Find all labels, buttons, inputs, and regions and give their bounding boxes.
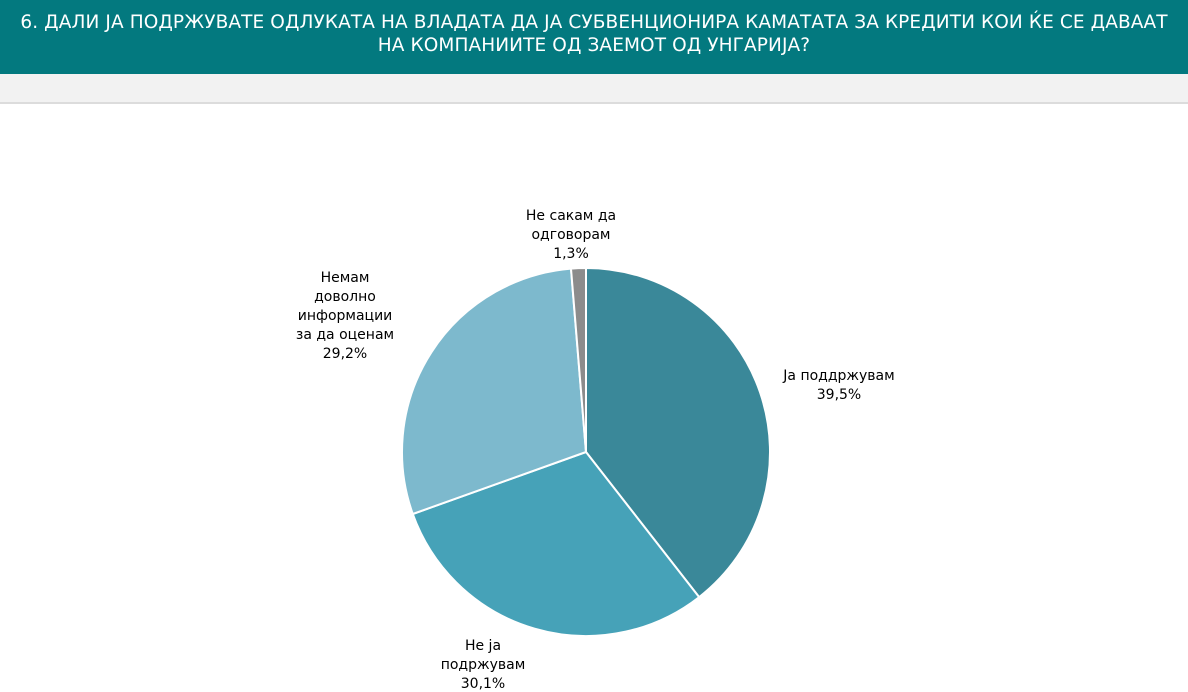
pie-value-label-4: 1,3%	[553, 246, 589, 262]
pie-value-label-2: 30,1%	[461, 676, 505, 692]
pie-label-3: Немам доволно информации за да оценам 29,2%	[296, 270, 394, 362]
page-title: 6. ДАЛИ ЈА ПОДРЖУВАТЕ ОДЛУКАТА НА ВЛАДАТ…	[20, 12, 1168, 56]
pie-slice-1	[585, 267, 772, 599]
pie-category-label-1: Ја поддржувам	[782, 368, 894, 384]
pie-category-label-3: Немам	[321, 270, 370, 286]
pie-category-label-2: Не ја	[465, 638, 501, 654]
pie-label-4: Не сакам да одговорам 1,3%	[526, 208, 616, 262]
header-bar: 6. ДАЛИ ЈА ПОДРЖУВАТЕ ОДЛУКАТА НА ВЛАДАТ…	[0, 0, 1188, 74]
pie-category-label-4: Не сакам да	[526, 208, 616, 224]
pie-value-label-1: 39,5%	[817, 387, 861, 403]
sub-header-band	[0, 74, 1188, 104]
pie-label-1: Ја поддржувам 39,5%	[782, 368, 894, 403]
pie-slices	[401, 266, 772, 637]
pie-category-label-3: за да оценам	[296, 327, 394, 343]
pie-labels: Ја поддржувам 39,5% Не ја подржувам 30,1% Нем…	[296, 208, 895, 692]
pie-label-2: Не ја подржувам 30,1%	[441, 638, 526, 692]
pie-value-label-3: 29,2%	[323, 346, 367, 362]
pie-category-label-2: подржувам	[441, 657, 526, 673]
pie-category-label-4: одговорам	[531, 227, 610, 243]
pie-slice-4	[570, 266, 587, 453]
pie-category-label-3: информации	[298, 308, 393, 324]
pie-slice-2	[411, 451, 701, 637]
pie-category-label-3: доволно	[314, 289, 376, 305]
pie-slice-3	[401, 267, 587, 515]
